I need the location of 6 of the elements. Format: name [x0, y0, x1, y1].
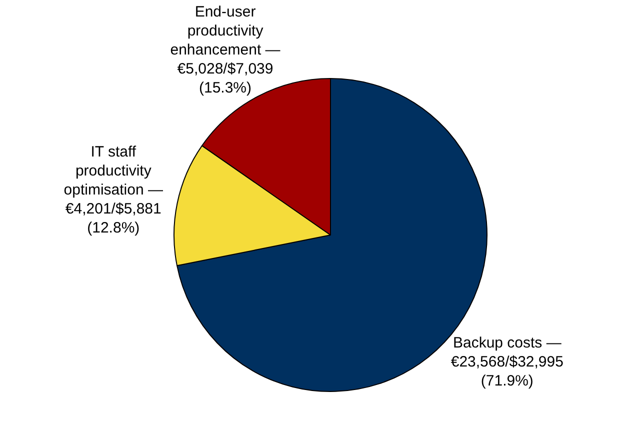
- data-label: €5,028/$7,039 (15.3%): [177, 60, 274, 97]
- data-label: €4,201/$5,881 (12.8%): [65, 200, 162, 236]
- slice-label: End-user productivity enhancement —: [170, 4, 280, 59]
- slice-label: IT staff productivity optimisation —: [64, 143, 164, 198]
- data-label: €23,568/$32,995 (71.9%): [450, 353, 564, 390]
- slice-label: Backup costs —: [452, 334, 562, 352]
